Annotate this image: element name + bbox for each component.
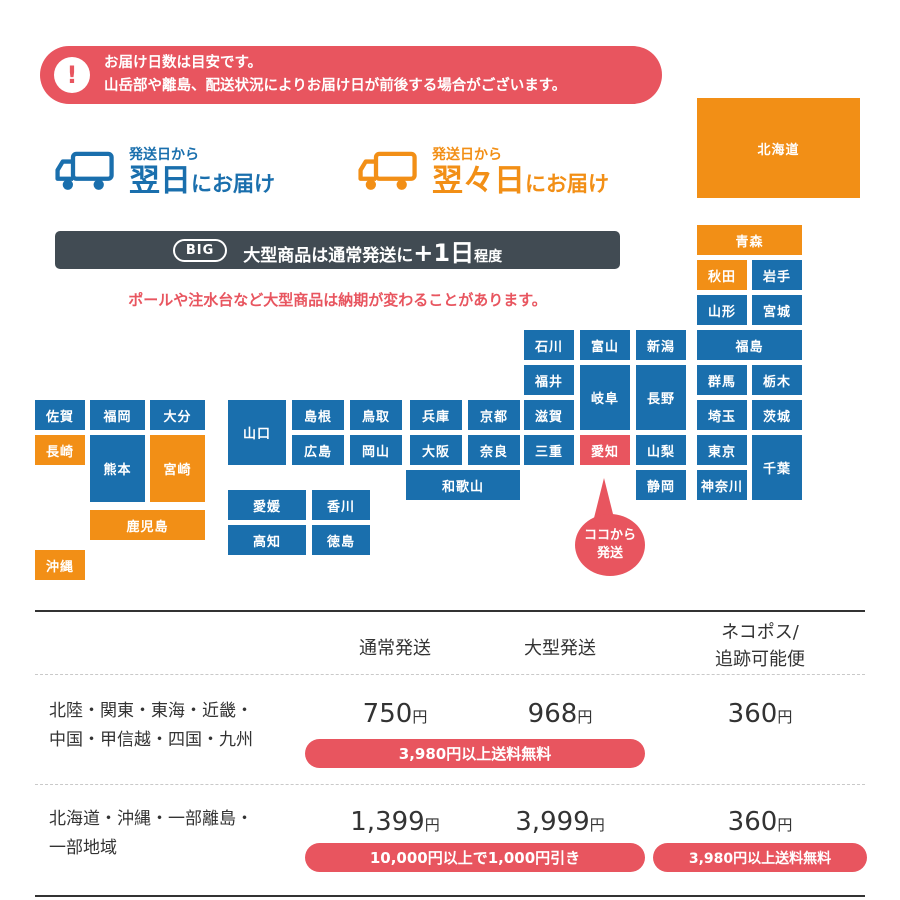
origin-bubble-line2: 発送 (596, 546, 623, 561)
notice-line1: お届け日数は目安です。 (104, 54, 263, 71)
prefecture-tile-山形: 山形 (697, 295, 747, 325)
prefecture-tile-北海道: 北海道 (697, 98, 860, 198)
prefecture-tile-静岡: 静岡 (636, 470, 686, 500)
header-normal-shipping: 通常発送 (359, 638, 431, 659)
nekopos-price: 360円 (727, 699, 793, 729)
prefecture-tile-岩手: 岩手 (752, 260, 802, 290)
prefecture-tile-山口: 山口 (228, 400, 286, 465)
prefecture-tile-広島: 広島 (292, 435, 344, 465)
header-large-shipping: 大型発送 (524, 638, 596, 659)
normal-shipping-price: 1,399円 (350, 807, 440, 837)
prefecture-tile-香川: 香川 (312, 490, 370, 520)
origin-bubble-line1: ココから (583, 527, 636, 543)
prefecture-tile-長崎: 長崎 (35, 435, 85, 465)
nekopos-price: 360円 (727, 807, 793, 837)
large-item-note: ポールや注水台など大型商品は納期が変わることがあります。 (128, 291, 547, 309)
next-day-delivery-text: 発送日から 翌日にお届け (129, 144, 275, 198)
normal-shipping-price: 750円 (362, 699, 428, 729)
prefecture-tile-京都: 京都 (468, 400, 520, 430)
prefecture-tile-福島: 福島 (697, 330, 802, 360)
prefecture-tile-鹿児島: 鹿児島 (90, 510, 205, 540)
prefecture-tile-東京: 東京 (697, 435, 747, 465)
prefecture-tile-高知: 高知 (228, 525, 306, 555)
prefecture-tile-岡山: 岡山 (350, 435, 402, 465)
prefecture-tile-島根: 島根 (292, 400, 344, 430)
prefecture-tile-石川: 石川 (524, 330, 574, 360)
large-shipping-price: 3,999円 (515, 807, 605, 837)
prefecture-tile-沖縄: 沖縄 (35, 550, 85, 580)
prefecture-tile-群馬: 群馬 (697, 365, 747, 395)
prefecture-tile-三重: 三重 (524, 435, 574, 465)
prefecture-tile-鳥取: 鳥取 (350, 400, 402, 430)
prefecture-tile-埼玉: 埼玉 (697, 400, 747, 430)
origin-bubble-tail (594, 478, 614, 518)
shipping-fee-table: 通常発送 大型発送 ネコポス/ 追跡可能便 北陸・関東・東海・近畿・ 中国・甲信… (35, 610, 867, 897)
prefecture-tile-千葉: 千葉 (752, 435, 802, 500)
free-shipping-badge: 3,980円以上送料無料 (305, 739, 645, 768)
prefecture-tile-和歌山: 和歌山 (406, 470, 520, 500)
delivery-main: 翌々日にお届け (432, 163, 609, 199)
prefecture-tile-愛媛: 愛媛 (228, 490, 306, 520)
prefecture-tile-秋田: 秋田 (697, 260, 747, 290)
truck-icon (55, 151, 114, 190)
prefecture-tile-大阪: 大阪 (410, 435, 462, 465)
prefecture-tile-愛知: 愛知 (580, 435, 630, 465)
large-shipping-price: 968円 (527, 699, 593, 729)
second-day-delivery: 発送日から 翌々日にお届け (358, 144, 609, 198)
prefecture-tile-大分: 大分 (150, 400, 205, 430)
prefecture-tile-佐賀: 佐賀 (35, 400, 85, 430)
discount-badge: 10,000円以上で1,000円引き (305, 843, 645, 872)
table-row: 北陸・関東・東海・近畿・ 中国・甲信越・四国・九州 750円 968円 360円… (35, 674, 865, 784)
prefecture-tile-神奈川: 神奈川 (697, 470, 747, 500)
next-day-delivery: 発送日から 翌日にお届け (55, 144, 275, 198)
truck-icon (358, 151, 417, 190)
delivery-prefix: 発送日から (432, 147, 502, 163)
table-header-row: 通常発送 大型発送 ネコポス/ 追跡可能便 (35, 612, 865, 674)
region-label: 北陸・関東・東海・近畿・ 中国・甲信越・四国・九州 (49, 701, 253, 750)
region-label: 北海道・沖縄・一部離島・ 一部地域 (49, 809, 253, 858)
prefecture-tile-滋賀: 滋賀 (524, 400, 574, 430)
prefecture-tile-徳島: 徳島 (312, 525, 370, 555)
prefecture-tile-長野: 長野 (636, 365, 686, 430)
second-day-delivery-text: 発送日から 翌々日にお届け (432, 144, 609, 198)
delivery-prefix: 発送日から (129, 147, 199, 163)
exclamation-icon: ! (54, 57, 90, 93)
prefecture-tile-宮崎: 宮崎 (150, 435, 205, 502)
notice-line2: 山岳部や離島、配送状況によりお届け日が前後する場合がございます。 (104, 78, 567, 94)
prefecture-tile-茨城: 茨城 (752, 400, 802, 430)
prefecture-tile-栃木: 栃木 (752, 365, 802, 395)
delivery-main: 翌日にお届け (129, 163, 275, 199)
prefecture-tile-岐阜: 岐阜 (580, 365, 630, 430)
big-banner-text: 大型商品は通常発送に+1日程度 (243, 238, 503, 267)
prefecture-tile-山梨: 山梨 (636, 435, 686, 465)
prefecture-tile-新潟: 新潟 (636, 330, 686, 360)
prefecture-tile-福井: 福井 (524, 365, 574, 395)
big-badge: BIG (172, 238, 228, 262)
notice-banner: ! お届け日数は目安です。 山岳部や離島、配送状況によりお届け日が前後する場合が… (40, 46, 662, 104)
origin-bubble: ココから 発送 (575, 514, 645, 576)
prefecture-tile-奈良: 奈良 (468, 435, 520, 465)
prefecture-tile-熊本: 熊本 (90, 435, 145, 502)
prefecture-tile-福岡: 福岡 (90, 400, 145, 430)
table-row: 北海道・沖縄・一部離島・ 一部地域 1,399円 3,999円 360円 10,… (35, 784, 867, 895)
header-nekopos: ネコポス/ 追跡可能便 (715, 622, 805, 670)
prefecture-tile-青森: 青森 (697, 225, 802, 255)
notice-text: お届け日数は目安です。 山岳部や離島、配送状況によりお届け日が前後する場合がござ… (104, 52, 566, 98)
prefecture-tile-富山: 富山 (580, 330, 630, 360)
big-item-banner: BIG 大型商品は通常発送に+1日程度 (55, 231, 620, 269)
prefecture-tile-兵庫: 兵庫 (410, 400, 462, 430)
free-shipping-badge: 3,980円以上送料無料 (653, 843, 867, 872)
prefecture-tile-宮城: 宮城 (752, 295, 802, 325)
